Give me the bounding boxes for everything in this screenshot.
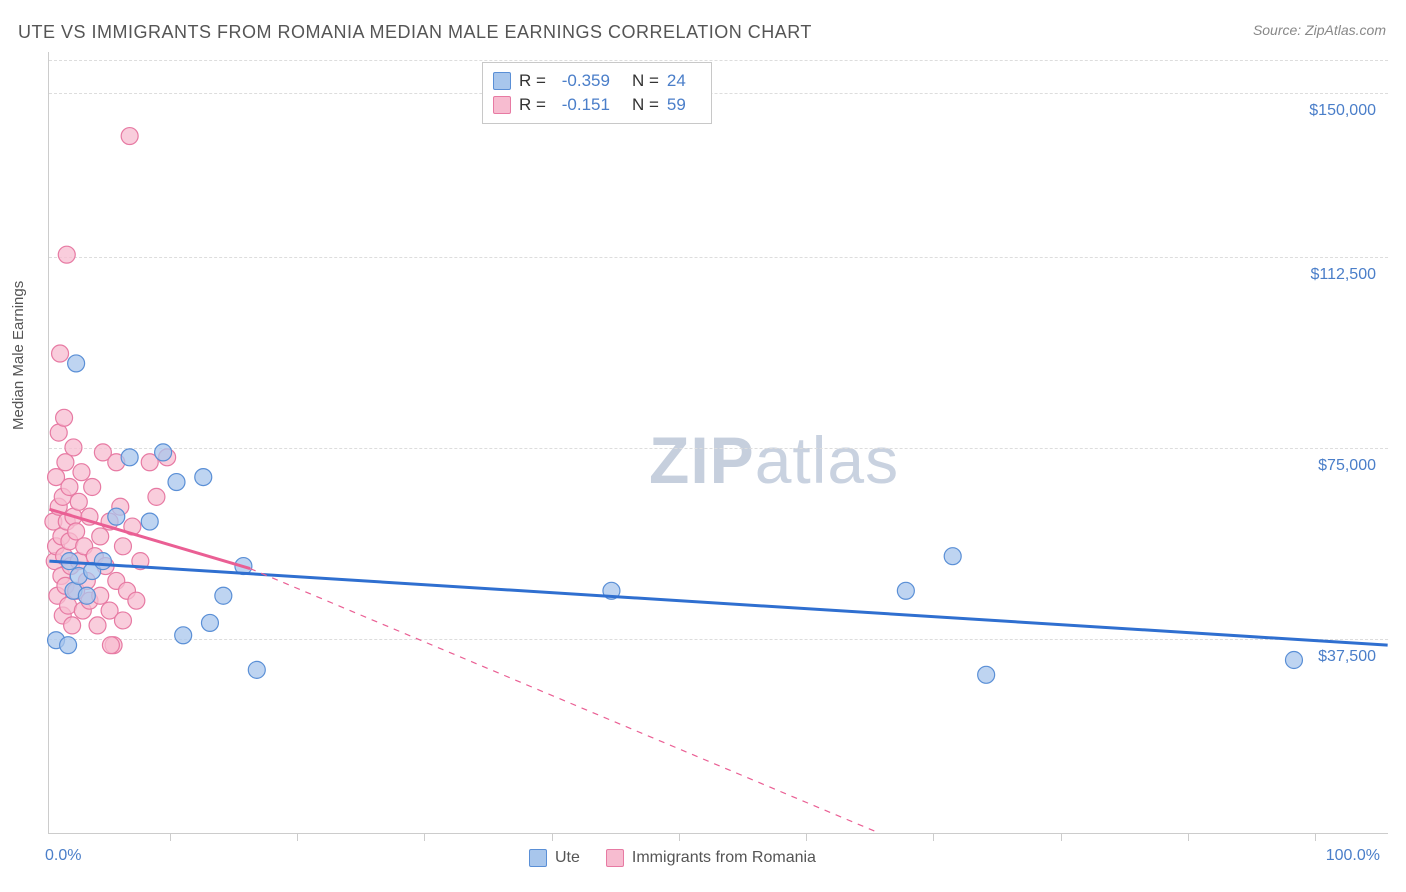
- x-min-label: 0.0%: [45, 847, 81, 865]
- x-max-label: 100.0%: [1326, 847, 1380, 865]
- x-tick: [1061, 833, 1062, 841]
- x-tick: [170, 833, 171, 841]
- legend-blue-label: Ute: [555, 849, 580, 867]
- x-tick: [1188, 833, 1189, 841]
- chart-title: UTE VS IMMIGRANTS FROM ROMANIA MEDIAN MA…: [18, 22, 812, 43]
- source-label: Source: ZipAtlas.com: [1253, 22, 1386, 38]
- x-tick: [933, 833, 934, 841]
- swatch-pink-icon: [606, 849, 624, 867]
- x-tick: [297, 833, 298, 841]
- legend-item-pink: Immigrants from Romania: [606, 849, 816, 867]
- legend-pink-label: Immigrants from Romania: [632, 849, 816, 867]
- x-tick: [424, 833, 425, 841]
- correlation-chart: UTE VS IMMIGRANTS FROM ROMANIA MEDIAN MA…: [0, 0, 1406, 892]
- swatch-blue-icon: [529, 849, 547, 867]
- plot-area: ZIPatlas $37,500$75,000$112,500$150,000 …: [48, 52, 1388, 834]
- legend-item-blue: Ute: [529, 849, 580, 867]
- x-tick: [1315, 833, 1316, 841]
- y-axis-label: Median Male Earnings: [10, 281, 27, 430]
- plot-svg: [49, 52, 1388, 833]
- series-legend: Ute Immigrants from Romania: [529, 839, 816, 867]
